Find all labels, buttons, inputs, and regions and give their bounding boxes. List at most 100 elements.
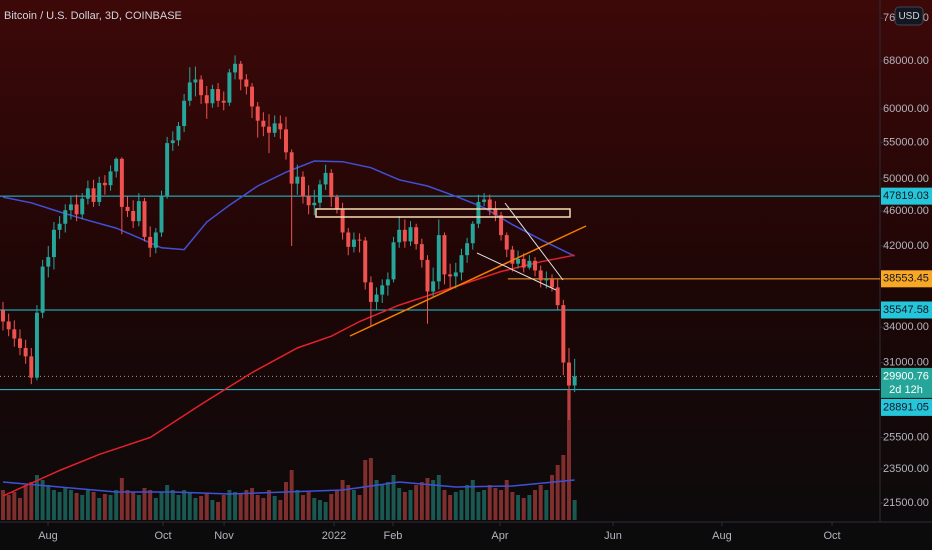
candle-body — [504, 235, 509, 250]
candle-body — [312, 202, 317, 206]
price-label-box — [881, 187, 932, 205]
candle-body — [193, 79, 198, 83]
volume-bar — [74, 493, 79, 520]
volume-bar — [80, 495, 85, 520]
volume-bar — [227, 490, 232, 520]
candle-body — [210, 89, 215, 104]
x-tick-label: Feb — [383, 530, 402, 542]
volume-bar — [221, 495, 226, 520]
candle-body — [221, 100, 226, 103]
volume-bar — [23, 485, 28, 520]
volume-bar — [306, 492, 311, 520]
candle-body — [300, 176, 305, 197]
volume-bar — [397, 488, 402, 520]
candle-body — [153, 232, 158, 248]
volume — [1, 390, 577, 520]
price-label-box — [881, 367, 932, 398]
volume-bar — [419, 482, 424, 520]
volume-bar — [363, 460, 368, 520]
candle-body — [165, 143, 170, 196]
volume-bar — [357, 495, 362, 520]
candle-body — [516, 258, 521, 264]
volume-bar — [119, 478, 124, 520]
candle-body — [363, 240, 368, 283]
candle-body — [436, 235, 441, 282]
candle-body — [284, 129, 288, 153]
volume-bar — [459, 490, 464, 520]
candle-body — [442, 235, 447, 275]
candle-body — [306, 196, 311, 206]
drawings — [315, 202, 587, 337]
candle-body — [97, 182, 102, 202]
candle-body — [91, 188, 96, 202]
volume-bar — [57, 492, 62, 520]
price-label: 47819.03 — [883, 190, 929, 202]
volume-bar — [414, 485, 419, 520]
volume-bar — [85, 490, 90, 520]
candle-body — [136, 201, 141, 222]
volume-bar — [567, 390, 571, 520]
volume-bar — [312, 498, 317, 520]
y-tick-label: 50000.00 — [883, 173, 929, 185]
volume-bar — [442, 490, 447, 520]
candle-body — [550, 279, 554, 288]
candle-body — [453, 272, 458, 277]
candle-body — [476, 201, 481, 224]
candle-body — [374, 294, 379, 302]
candle-body — [351, 239, 356, 247]
volume-bar — [448, 495, 453, 520]
volume-bar — [317, 500, 322, 520]
candle-body — [85, 188, 90, 199]
candle-body — [499, 215, 504, 236]
volume-bar — [210, 500, 215, 520]
volume-bar — [544, 490, 549, 520]
candle-body — [470, 223, 475, 244]
volume-bar — [187, 492, 192, 520]
candle-body — [459, 255, 464, 273]
y-tick-label: 31000.00 — [883, 356, 929, 368]
candle-body — [29, 356, 34, 378]
volume-bar — [527, 495, 532, 520]
volume-bar — [504, 480, 509, 520]
y-tick-label: 23500.00 — [883, 463, 929, 475]
y-tick-label: 25500.00 — [883, 431, 929, 443]
candle-body — [289, 152, 294, 184]
y-tick-label: 34000.00 — [883, 321, 929, 333]
candle-body — [380, 285, 385, 295]
candle-body — [108, 171, 113, 186]
volume-bar — [267, 490, 271, 520]
candle-body — [334, 197, 339, 209]
candle-body — [272, 123, 277, 133]
currency-badge[interactable] — [894, 6, 924, 26]
volume-bar — [380, 485, 385, 520]
volume-bar — [538, 485, 543, 520]
volume-bar — [244, 490, 249, 520]
candle-body — [34, 312, 39, 378]
volume-bar — [165, 485, 170, 520]
candle-body — [12, 329, 17, 339]
candle-body — [204, 95, 209, 104]
volume-bar — [125, 490, 130, 520]
volume-bar — [278, 500, 283, 520]
volume-bar — [436, 475, 441, 520]
volume-bar — [272, 496, 277, 520]
candle-body — [182, 100, 187, 127]
volume-bar — [51, 490, 56, 520]
ma-line — [2, 160, 575, 257]
x-tick-label: 2022 — [322, 530, 346, 542]
volume-bar — [374, 480, 379, 520]
volume-bar — [510, 492, 515, 520]
candle-body — [317, 184, 322, 203]
candle-body — [227, 72, 232, 103]
candle-body — [17, 338, 22, 348]
volume-bar — [153, 498, 158, 520]
volume-bar — [340, 480, 345, 520]
ma-line — [2, 254, 575, 497]
volume-bar — [453, 492, 458, 520]
volume-bar — [323, 502, 328, 520]
candle-body — [114, 158, 119, 172]
volume-bar — [1, 490, 5, 520]
volume-bar — [91, 492, 96, 520]
candle-body — [199, 79, 204, 96]
